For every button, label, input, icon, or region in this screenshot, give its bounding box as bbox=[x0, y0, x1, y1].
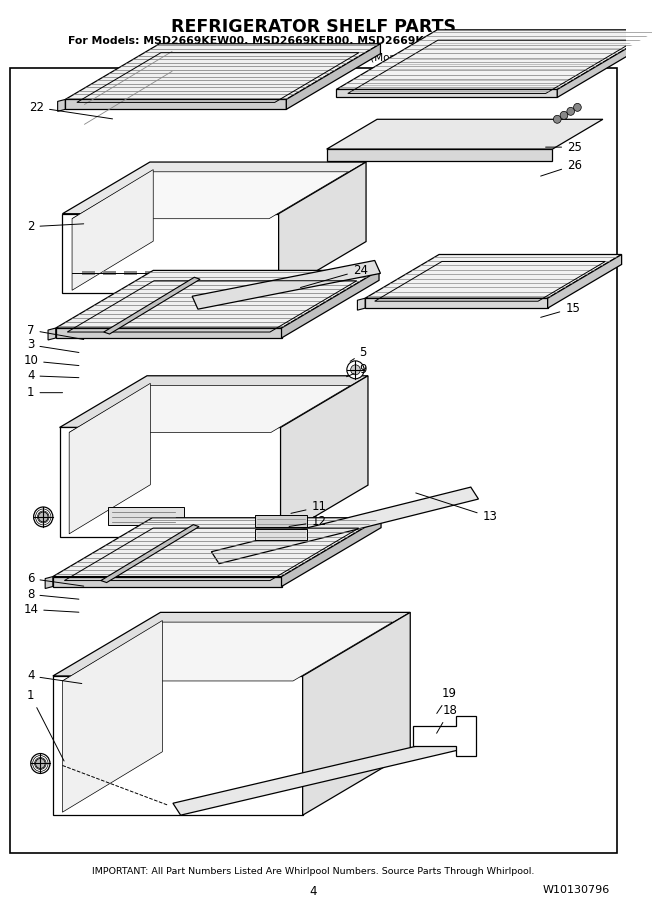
Circle shape bbox=[36, 759, 45, 769]
Text: 7: 7 bbox=[27, 323, 83, 339]
Polygon shape bbox=[286, 44, 381, 110]
Circle shape bbox=[560, 112, 568, 120]
Polygon shape bbox=[336, 30, 652, 89]
Polygon shape bbox=[187, 272, 201, 275]
Polygon shape bbox=[55, 270, 379, 328]
Circle shape bbox=[554, 115, 561, 123]
Text: 2: 2 bbox=[27, 220, 83, 233]
Polygon shape bbox=[413, 716, 475, 755]
Text: 8: 8 bbox=[27, 588, 79, 601]
Text: 18: 18 bbox=[437, 705, 457, 734]
Polygon shape bbox=[53, 676, 303, 815]
Text: For Models: MSD2669KEW00, MSD2669KEB00, MSD2669KEY00, MSD2669KEA00: For Models: MSD2669KEW00, MSD2669KEB00, … bbox=[68, 36, 559, 46]
Polygon shape bbox=[53, 518, 381, 577]
Polygon shape bbox=[282, 518, 381, 587]
Polygon shape bbox=[59, 428, 280, 536]
Polygon shape bbox=[192, 260, 381, 310]
Polygon shape bbox=[254, 529, 308, 540]
Polygon shape bbox=[365, 255, 621, 298]
Polygon shape bbox=[548, 255, 621, 308]
Polygon shape bbox=[124, 272, 138, 275]
Text: 19: 19 bbox=[437, 688, 457, 714]
Text: 12: 12 bbox=[289, 516, 327, 528]
Polygon shape bbox=[59, 376, 368, 428]
Text: 4: 4 bbox=[310, 885, 317, 898]
Text: 5: 5 bbox=[350, 346, 367, 361]
Text: 1: 1 bbox=[27, 386, 63, 400]
Polygon shape bbox=[63, 162, 366, 213]
Polygon shape bbox=[101, 525, 199, 582]
Polygon shape bbox=[557, 30, 652, 97]
Circle shape bbox=[31, 753, 50, 773]
Polygon shape bbox=[69, 383, 151, 534]
Polygon shape bbox=[72, 172, 348, 219]
Text: 22: 22 bbox=[29, 101, 113, 119]
Polygon shape bbox=[108, 507, 185, 525]
Polygon shape bbox=[63, 622, 393, 681]
Polygon shape bbox=[104, 277, 200, 334]
Polygon shape bbox=[357, 298, 365, 310]
Text: 26: 26 bbox=[541, 158, 582, 176]
Circle shape bbox=[347, 361, 364, 379]
Polygon shape bbox=[55, 328, 282, 338]
Text: IMPORTANT: All Part Numbers Listed Are Whirlpool Numbers. Source Parts Through W: IMPORTANT: All Part Numbers Listed Are W… bbox=[92, 867, 535, 876]
Polygon shape bbox=[65, 44, 381, 99]
Polygon shape bbox=[45, 577, 53, 589]
Polygon shape bbox=[145, 272, 158, 275]
Polygon shape bbox=[230, 272, 243, 275]
Circle shape bbox=[34, 507, 53, 526]
Text: 25: 25 bbox=[546, 140, 582, 154]
Text: 1: 1 bbox=[27, 689, 64, 761]
Polygon shape bbox=[166, 272, 180, 275]
Polygon shape bbox=[69, 385, 350, 432]
Polygon shape bbox=[280, 376, 368, 536]
Polygon shape bbox=[53, 612, 410, 676]
Polygon shape bbox=[48, 328, 55, 340]
Text: 13: 13 bbox=[416, 493, 497, 524]
Circle shape bbox=[38, 512, 48, 522]
Text: (White): (White) bbox=[192, 53, 231, 63]
Polygon shape bbox=[173, 735, 469, 815]
Bar bbox=[10, 68, 617, 853]
Polygon shape bbox=[65, 99, 286, 110]
Text: 11: 11 bbox=[291, 500, 327, 514]
Circle shape bbox=[567, 107, 574, 115]
Polygon shape bbox=[211, 487, 479, 563]
Polygon shape bbox=[209, 272, 222, 275]
Polygon shape bbox=[327, 120, 603, 149]
Polygon shape bbox=[278, 162, 366, 293]
Text: 3: 3 bbox=[27, 338, 79, 353]
Polygon shape bbox=[103, 272, 116, 275]
Polygon shape bbox=[365, 298, 548, 308]
Text: 14: 14 bbox=[23, 603, 79, 616]
Circle shape bbox=[351, 364, 361, 374]
Text: W10130796: W10130796 bbox=[543, 885, 610, 895]
Polygon shape bbox=[303, 612, 410, 815]
Text: REFRIGERATOR SHELF PARTS: REFRIGERATOR SHELF PARTS bbox=[171, 18, 456, 36]
Polygon shape bbox=[57, 99, 65, 112]
Polygon shape bbox=[53, 577, 282, 587]
Polygon shape bbox=[254, 515, 308, 526]
Text: 4: 4 bbox=[27, 369, 79, 382]
Text: 6: 6 bbox=[27, 572, 83, 586]
Polygon shape bbox=[72, 169, 153, 291]
Polygon shape bbox=[82, 272, 95, 275]
Text: 10: 10 bbox=[23, 355, 79, 367]
Polygon shape bbox=[282, 270, 379, 338]
Polygon shape bbox=[63, 620, 162, 812]
Text: 9: 9 bbox=[346, 364, 367, 377]
Circle shape bbox=[574, 104, 582, 112]
Text: 4: 4 bbox=[27, 670, 82, 683]
Text: 15: 15 bbox=[541, 302, 580, 318]
Text: 24: 24 bbox=[301, 264, 368, 287]
Polygon shape bbox=[327, 149, 552, 161]
Polygon shape bbox=[336, 89, 557, 97]
Text: (Black)   (Stainless Steel) (Monochromatic Satina): (Black) (Stainless Steel) (Monochromatic… bbox=[235, 53, 495, 63]
Polygon shape bbox=[63, 213, 278, 293]
